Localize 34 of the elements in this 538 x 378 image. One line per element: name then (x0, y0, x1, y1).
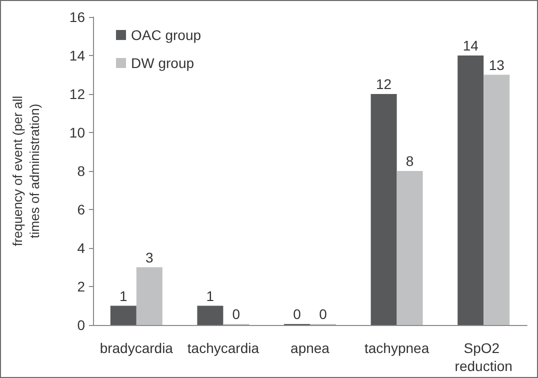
legend-label: DW group (131, 55, 194, 71)
data-label: 0 (293, 306, 302, 322)
bar (136, 267, 162, 325)
data-label: 13 (488, 56, 505, 73)
bar (197, 306, 224, 325)
bar (370, 94, 397, 325)
y-axis-title: frequency of event (per all times of administration) (10, 96, 42, 246)
data-label: 8 (406, 153, 414, 169)
legend-label: OAC group (131, 27, 202, 43)
x-tick-label: bradycardia (100, 340, 174, 356)
y-tick-label: 8 (77, 163, 86, 179)
data-label: 14 (462, 38, 479, 54)
y-tick-label: 16 (69, 9, 86, 25)
bar (458, 56, 484, 325)
x-tick-label: tachycardia (187, 340, 260, 356)
bar (484, 74, 510, 325)
y-tick-label: 12 (69, 86, 86, 102)
data-label: 1 (206, 288, 214, 304)
bar (396, 171, 423, 325)
y-tick-label: 6 (77, 202, 86, 218)
data-label: 1 (120, 288, 128, 304)
data-label: 0 (232, 306, 240, 322)
bar (110, 306, 136, 325)
data-label: 3 (146, 249, 154, 266)
y-tick-label: 0 (77, 317, 86, 333)
data-label: 0 (319, 306, 328, 322)
y-tick-label: 14 (69, 48, 86, 64)
x-tick-label: apnea (290, 340, 330, 356)
y-tick-label: 10 (69, 124, 86, 140)
x-tick-label: tachypnea (364, 340, 430, 356)
data-label: 12 (376, 76, 392, 92)
y-tick-label: 2 (77, 278, 86, 294)
y-tick-label: 4 (77, 240, 86, 256)
x-tick-label: SpO2 reduction (454, 340, 512, 374)
